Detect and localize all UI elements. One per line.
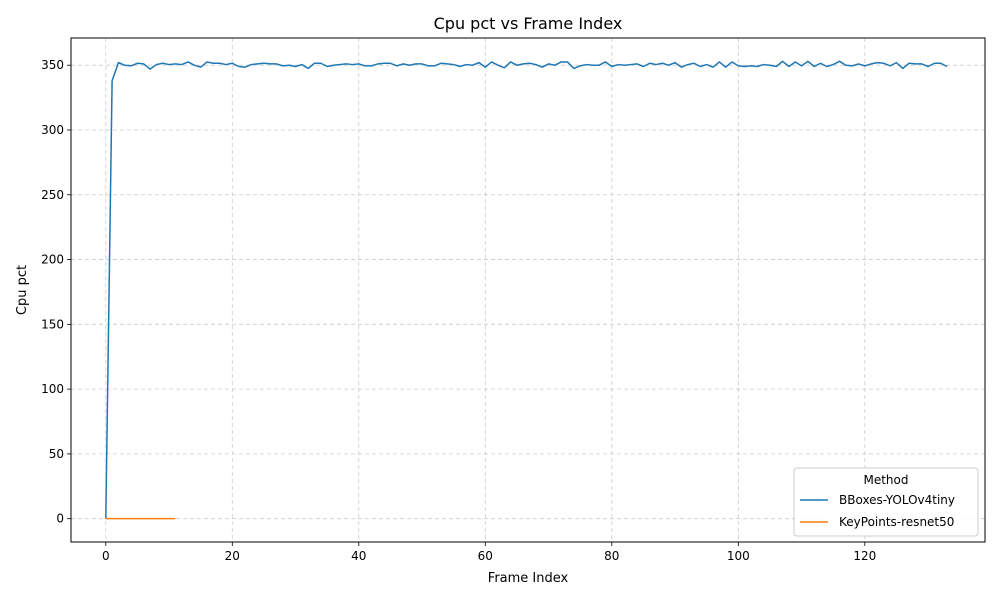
grid-lines [71, 38, 985, 542]
x-tick-label: 0 [102, 549, 110, 563]
x-tick-label: 40 [351, 549, 366, 563]
x-tick-label: 120 [853, 549, 876, 563]
x-axis-label: Frame Index [488, 571, 569, 586]
y-tick-label: 200 [41, 253, 64, 267]
y-tick-label: 250 [41, 188, 64, 202]
y-tick-label: 350 [41, 58, 64, 72]
chart-title: Cpu pct vs Frame Index [434, 14, 623, 33]
series-layer [105, 60, 948, 520]
legend: Method BBoxes-YOLOv4tiny KeyPoints-resne… [793, 467, 979, 537]
y-tick-label: 100 [41, 382, 64, 396]
series-line-0 [105, 60, 948, 519]
y-tick-label: 50 [49, 447, 64, 461]
legend-label-0: BBoxes-YOLOv4tiny [839, 493, 955, 507]
legend-label-1: KeyPoints-resnet50 [839, 515, 954, 529]
y-tick-label: 0 [56, 512, 64, 526]
y-tick-label: 150 [41, 317, 64, 331]
y-tick-label: 300 [41, 123, 64, 137]
x-tick-label: 80 [604, 549, 619, 563]
legend-title: Method [863, 473, 908, 487]
x-tick-label: 100 [727, 549, 750, 563]
legend-box [793, 467, 979, 537]
y-axis-label: Cpu pct [15, 265, 30, 315]
x-tick-label: 60 [478, 549, 493, 563]
plot-frame [70, 37, 986, 543]
x-tick-label: 20 [225, 549, 240, 563]
y-axis-ticks: 0 50 100 150 200 250 300 350 [41, 58, 71, 526]
x-axis-ticks: 0 20 40 60 80 100 120 [102, 542, 876, 563]
